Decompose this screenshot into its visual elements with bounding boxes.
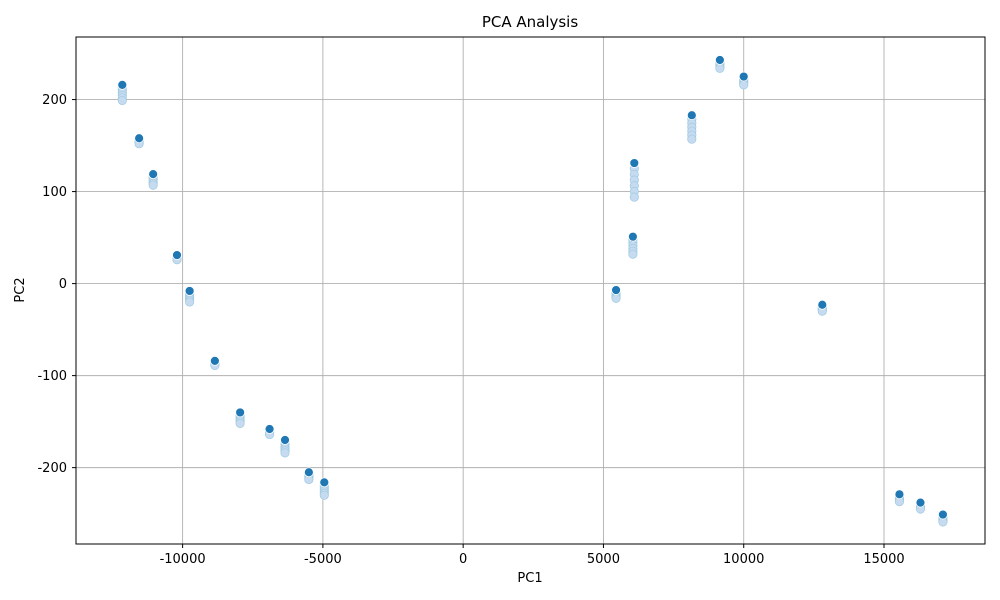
point-cluster xyxy=(894,489,905,507)
point-cluster xyxy=(817,299,828,316)
data-point xyxy=(235,407,246,418)
point-cluster xyxy=(264,424,275,440)
point-cluster xyxy=(134,133,145,149)
y-axis-ticks: -200 -100 0 100 200 xyxy=(37,93,76,476)
point-cluster xyxy=(628,231,638,259)
x-tick-label: 15000 xyxy=(863,552,904,567)
data-points xyxy=(117,55,948,527)
trail-point xyxy=(628,249,638,259)
trail-point xyxy=(739,80,749,90)
point-cluster xyxy=(611,285,621,303)
y-tick-label: 200 xyxy=(42,93,67,108)
point-cluster xyxy=(714,55,725,73)
point-cluster xyxy=(172,250,182,265)
point-cluster xyxy=(148,169,159,190)
point-cluster xyxy=(915,497,926,514)
point-cluster xyxy=(938,509,948,527)
trail-point xyxy=(280,448,290,458)
data-point xyxy=(172,250,182,260)
data-point xyxy=(148,169,159,180)
data-point xyxy=(280,435,290,445)
data-point xyxy=(915,497,926,508)
y-axis-label: PC2 xyxy=(13,277,28,302)
data-point xyxy=(938,509,948,520)
x-tick-label: 5000 xyxy=(587,552,620,567)
trail-point xyxy=(148,180,158,190)
point-cluster xyxy=(117,79,128,106)
point-cluster xyxy=(303,467,314,485)
trail-point xyxy=(117,95,127,106)
data-point xyxy=(738,71,749,82)
trail-point xyxy=(629,192,639,202)
data-point xyxy=(134,133,145,144)
data-point xyxy=(686,110,697,121)
chart-title: PCA Analysis xyxy=(482,13,579,31)
y-tick-label: -200 xyxy=(37,461,67,476)
x-axis-label: PC1 xyxy=(517,571,542,586)
plot-frame xyxy=(75,36,986,545)
point-cluster xyxy=(629,158,640,202)
data-point xyxy=(319,477,330,488)
x-tick-label: 0 xyxy=(459,552,467,567)
trail-point xyxy=(687,134,697,144)
trail-point xyxy=(715,63,725,73)
y-tick-label: 100 xyxy=(42,185,67,200)
point-cluster xyxy=(738,71,749,90)
data-point xyxy=(817,299,828,310)
data-point xyxy=(628,231,638,242)
data-point xyxy=(264,424,275,434)
data-point xyxy=(184,286,195,296)
data-point xyxy=(611,285,621,295)
x-tick-label: -10000 xyxy=(160,552,206,567)
data-point xyxy=(117,79,128,90)
data-point xyxy=(303,467,314,478)
point-cluster xyxy=(280,435,290,458)
point-cluster xyxy=(235,407,246,429)
data-point xyxy=(629,158,640,168)
point-cluster xyxy=(209,355,220,371)
x-axis-ticks: -10000 -5000 0 5000 10000 15000 xyxy=(160,544,905,567)
point-cluster xyxy=(319,477,330,500)
data-point xyxy=(209,355,220,366)
y-tick-label: -100 xyxy=(37,369,67,384)
trail-point xyxy=(235,418,245,429)
y-tick-label: 0 xyxy=(59,277,67,292)
trail-point xyxy=(611,293,621,303)
point-cluster xyxy=(184,286,195,307)
grid-lines xyxy=(76,37,985,544)
x-tick-label: -5000 xyxy=(304,552,342,567)
trail-point xyxy=(185,297,195,307)
data-point xyxy=(714,55,725,65)
x-tick-label: 10000 xyxy=(723,552,764,567)
point-cluster xyxy=(686,110,697,144)
data-point xyxy=(894,489,905,500)
trail-point xyxy=(319,490,329,500)
